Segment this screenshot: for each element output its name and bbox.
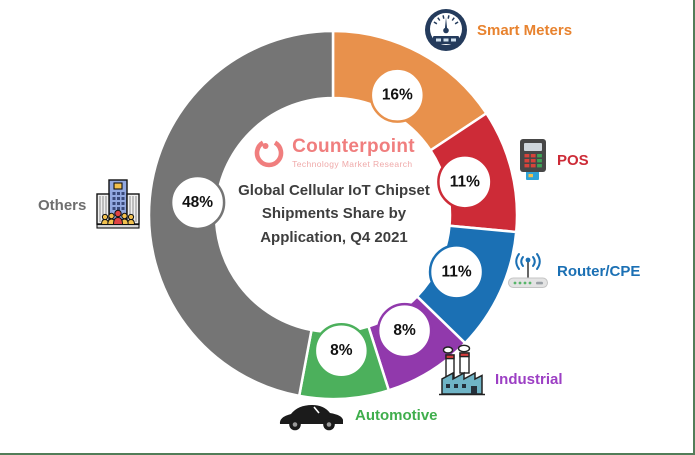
counterpoint-logo-icon bbox=[253, 137, 285, 169]
legend-smart-meters: Smart Meters bbox=[424, 8, 572, 52]
legend-label-industrial: Industrial bbox=[495, 371, 563, 388]
legend-automotive: Automotive bbox=[278, 398, 438, 432]
car-icon bbox=[278, 398, 346, 432]
legend-label-automotive: Automotive bbox=[355, 406, 438, 424]
router-icon bbox=[508, 252, 548, 290]
pct-label-automotive: 8% bbox=[330, 342, 353, 359]
chart-title-line3: Application, Q4 2021 bbox=[260, 228, 408, 246]
pct-badge-industrial bbox=[376, 302, 433, 359]
legend-label-smart-meters: Smart Meters bbox=[477, 21, 573, 39]
pct-badge-others bbox=[169, 174, 226, 231]
pct-label-others: 48% bbox=[182, 194, 213, 211]
legend-label-router-cpe: Router/CPE bbox=[557, 262, 641, 280]
counterpoint-logo: Counterpoint Technology Market Research bbox=[253, 136, 415, 169]
pct-label-industrial: 8% bbox=[393, 322, 416, 339]
pct-label-router-cpe: 11% bbox=[441, 263, 471, 280]
organization-building-icon bbox=[95, 179, 141, 231]
factory-icon bbox=[438, 344, 486, 396]
pct-badge-smart-meters bbox=[369, 67, 426, 123]
pct-label-pos: 11% bbox=[450, 173, 480, 190]
smart-meter-gauge-icon bbox=[424, 8, 468, 52]
pct-badge-automotive bbox=[313, 322, 370, 379]
chart-title-line2: Shipments Share by bbox=[261, 205, 407, 223]
logo-subtitle: Technology Market Research bbox=[292, 159, 413, 169]
legend-pos: POS bbox=[518, 138, 589, 182]
legend-others: Others bbox=[38, 179, 141, 231]
pos-terminal-icon bbox=[518, 138, 548, 182]
pct-badge-pos bbox=[437, 154, 493, 210]
legend-label-pos: POS bbox=[557, 151, 589, 169]
chart-center: Counterpoint Technology Market Research … bbox=[221, 136, 447, 296]
chart-title: Global Cellular IoT Chipset Shipments Sh… bbox=[238, 179, 430, 249]
legend-router-cpe: Router/CPE bbox=[508, 252, 640, 290]
logo-name: Counterpoint bbox=[292, 136, 415, 157]
pct-label-smart-meters: 16% bbox=[382, 87, 413, 104]
legend-label-others: Others bbox=[38, 196, 87, 214]
legend-industrial: Industrial bbox=[438, 344, 563, 396]
donut-segment-others bbox=[147, 29, 335, 398]
chart-title-line1: Global Cellular IoT Chipset bbox=[238, 182, 430, 199]
pct-badge-router-cpe bbox=[428, 244, 485, 300]
